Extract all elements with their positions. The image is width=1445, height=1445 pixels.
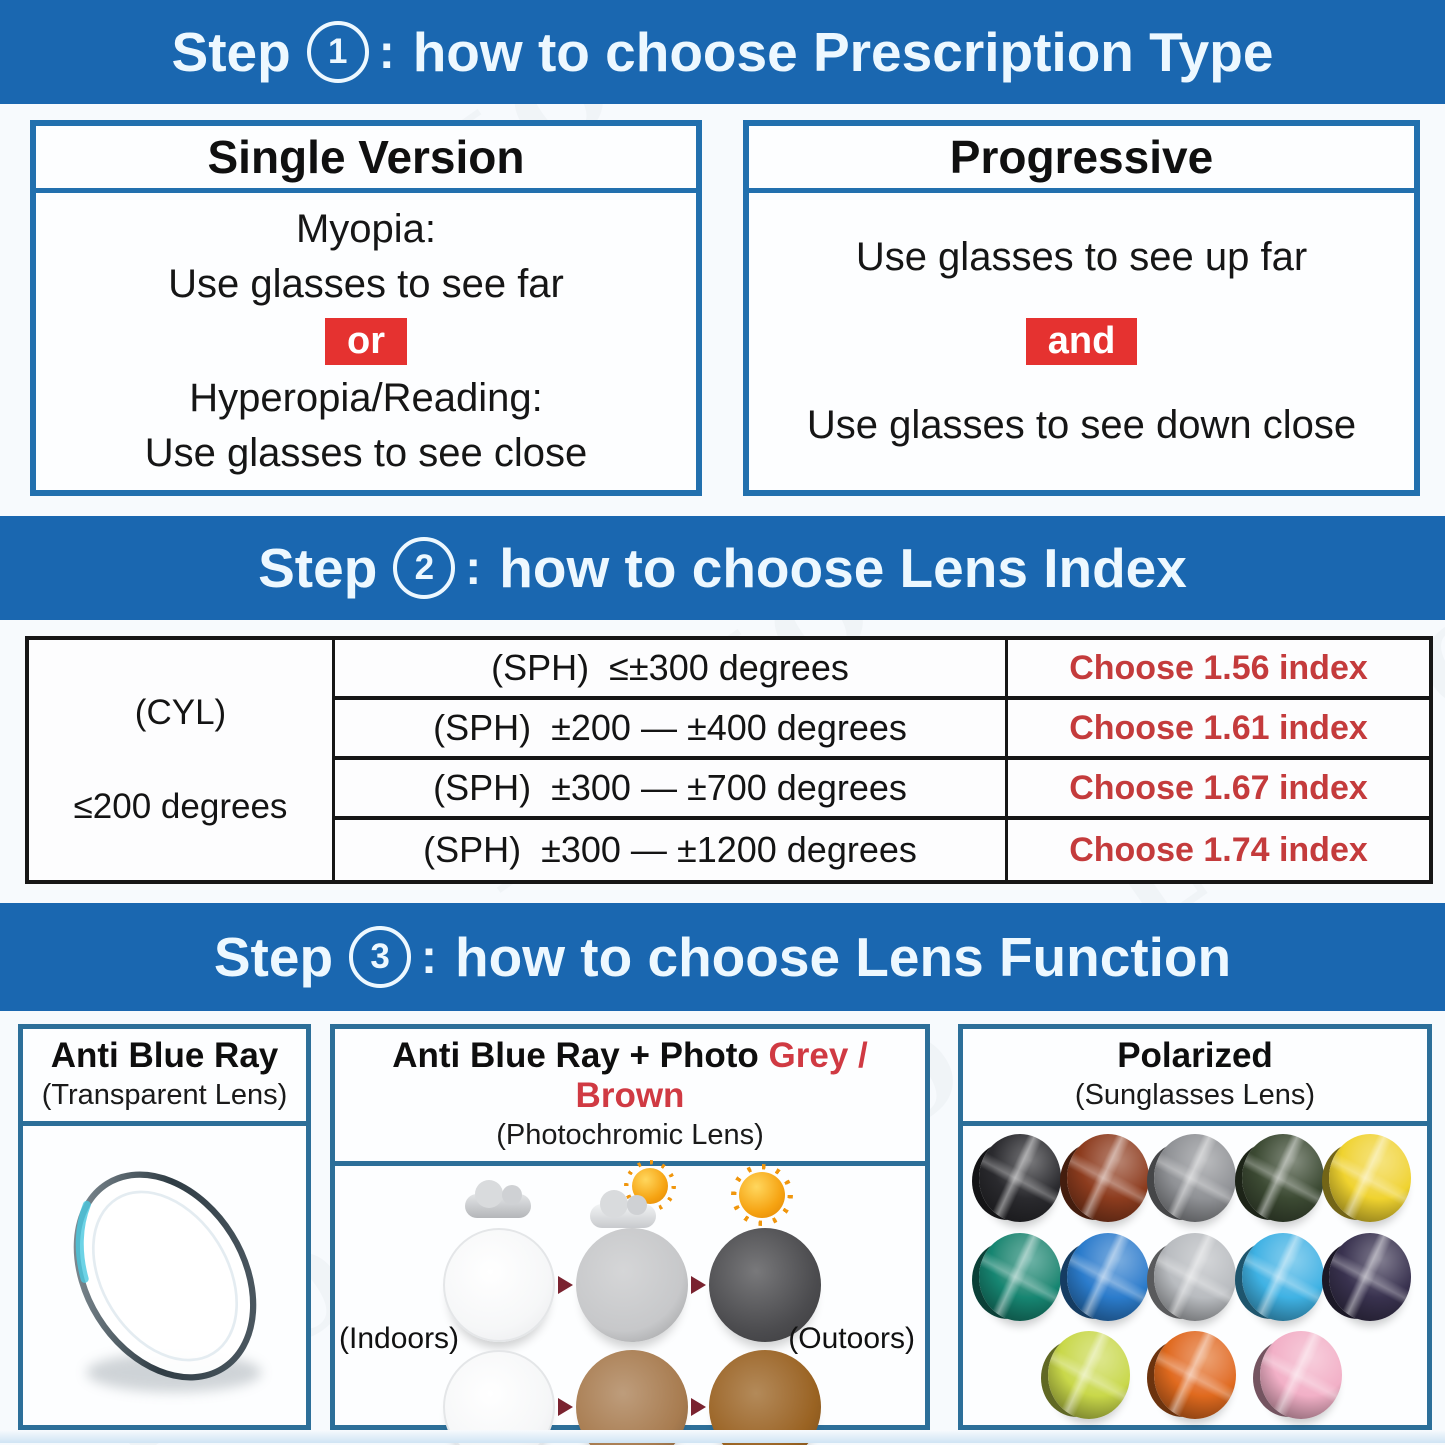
polarized-swatch-yellow-green <box>1048 1331 1130 1419</box>
polarized-swatch-blue <box>1066 1232 1149 1321</box>
circled-3-icon: 3 <box>349 926 412 988</box>
transition-arrow-icon <box>691 1398 706 1416</box>
polarized-swatch-black <box>979 1134 1061 1222</box>
step1-banner: Step 1 : how to choose Prescription Type <box>0 0 1445 104</box>
transparent-lens-image <box>23 1126 306 1425</box>
polarized-swatch-teal <box>979 1232 1061 1321</box>
photochromic-grey-row <box>443 1228 821 1342</box>
choose-index-cell: Choose 1.56 index <box>1005 640 1429 700</box>
photochromic-lens <box>576 1228 688 1342</box>
lens-function-row: Anti Blue Ray (Transparent Lens) <box>0 1024 1445 1445</box>
photochromic-subtitle: (Photochromic Lens) <box>496 1119 764 1151</box>
polarized-panel: Polarized (Sunglasses Lens) <box>958 1024 1432 1430</box>
polarized-body <box>963 1126 1427 1425</box>
progressive-line: Use glasses to see down close <box>806 403 1357 448</box>
step2-banner-title: how to choose Lens Index <box>499 537 1187 599</box>
bottom-strip <box>0 1430 1445 1443</box>
step2-banner-colon: : <box>465 541 482 595</box>
anti-blue-ray-subtitle: (Transparent Lens) <box>41 1079 288 1111</box>
step3-banner-prefix: Step <box>213 926 334 988</box>
sun-behind-cloud-icon <box>590 1168 676 1230</box>
step3-banner-colon: : <box>421 930 438 984</box>
single-vision-body: Myopia: Use glasses to see far or Hypero… <box>36 193 696 490</box>
swatch-row <box>979 1232 1411 1321</box>
step1-banner-colon: : <box>378 25 395 79</box>
transition-arrow-icon <box>691 1276 706 1294</box>
polarized-swatch-pink <box>1260 1331 1342 1419</box>
photochromic-title: Anti Blue Ray + Photo Grey / Brown <box>335 1036 925 1116</box>
anti-blue-ray-header: Anti Blue Ray (Transparent Lens) <box>23 1029 306 1126</box>
swatch-row <box>979 1331 1411 1419</box>
circled-1-icon: 1 <box>306 21 369 83</box>
indoors-label: (Indoors) <box>339 1322 460 1355</box>
or-badge: or <box>325 317 407 366</box>
photochromic-title-black: Anti Blue Ray + Photo <box>392 1036 769 1075</box>
polarized-subtitle: (Sunglasses Lens) <box>1074 1079 1316 1111</box>
progressive-body: Use glasses to see up far and Use glasse… <box>749 193 1414 490</box>
progressive-header: Progressive <box>749 126 1414 193</box>
step1-banner-title: how to choose Prescription Type <box>412 21 1274 83</box>
single-vision-box: Single Version Myopia: Use glasses to se… <box>30 120 702 496</box>
photochromic-lens-clear <box>443 1350 555 1445</box>
transition-arrow-icon <box>558 1276 573 1294</box>
photochromic-title-red: Grey / Brown <box>575 1036 868 1115</box>
step1-banner-prefix: Step <box>171 21 291 83</box>
cyl-cell: (CYL) ≤200 degrees <box>29 640 335 880</box>
polarized-swatch-grey <box>1154 1134 1236 1222</box>
polarized-swatch-sky-blue <box>1241 1232 1324 1321</box>
polarized-swatch-yellow <box>1329 1134 1411 1222</box>
photochromic-header: Anti Blue Ray + Photo Grey / Brown (Phot… <box>335 1029 925 1166</box>
sun-icon <box>739 1172 785 1218</box>
choose-index-cell: Choose 1.74 index <box>1005 820 1429 880</box>
sph-range-cell: (SPH) ±200 — ±400 degrees <box>335 700 1005 760</box>
circled-2-icon: 2 <box>393 537 456 599</box>
single-vision-line: Use glasses to see close <box>144 430 588 475</box>
prescription-type-row: Single Version Myopia: Use glasses to se… <box>0 120 1445 496</box>
polarized-swatch-silver <box>1154 1232 1236 1321</box>
photochromic-lens <box>709 1228 821 1342</box>
transparent-lens-icon <box>73 1171 261 1392</box>
and-badge: and <box>1025 317 1138 366</box>
single-vision-line: Myopia: <box>295 207 437 252</box>
polarized-title: Polarized <box>1117 1036 1273 1075</box>
sph-range-cell: (SPH) ≤±300 degrees <box>335 640 1005 700</box>
choose-index-cell: Choose 1.61 index <box>1005 700 1429 760</box>
polarized-swatch-brown <box>1066 1134 1149 1222</box>
outdoors-label: (Outoors) <box>788 1322 915 1355</box>
photochromic-panel: Anti Blue Ray + Photo Grey / Brown (Phot… <box>330 1024 930 1445</box>
progressive-line: Use glasses to see up far <box>855 234 1308 279</box>
polarized-grid <box>979 1134 1411 1419</box>
photochromic-brown-row <box>443 1350 821 1445</box>
swatch-row <box>979 1134 1411 1222</box>
photochromic-lens-clear <box>443 1228 555 1342</box>
anti-blue-ray-panel: Anti Blue Ray (Transparent Lens) <box>18 1024 311 1430</box>
step3-banner-title: how to choose Lens Function <box>455 926 1232 988</box>
polarized-header: Polarized (Sunglasses Lens) <box>963 1029 1427 1126</box>
cyl-label: (CYL) <box>134 693 227 732</box>
photochromic-lens <box>576 1350 688 1445</box>
step3-banner: Step 3 : how to choose Lens Function <box>0 903 1445 1011</box>
choose-index-cell: Choose 1.67 index <box>1005 760 1429 820</box>
transition-arrow-icon <box>558 1398 573 1416</box>
polarized-swatch-dark-purple <box>1329 1232 1411 1321</box>
sph-range-cell: (SPH) ±300 — ±700 degrees <box>335 760 1005 820</box>
step2-banner: Step 2 : how to choose Lens Index <box>0 516 1445 620</box>
photochromic-body: (Indoors) (Outoors) <box>335 1166 925 1445</box>
anti-blue-ray-title: Anti Blue Ray <box>50 1036 279 1075</box>
lens-index-table: (CYL) ≤200 degrees (SPH) ≤±300 degrees C… <box>25 636 1433 884</box>
step2-banner-prefix: Step <box>258 537 378 599</box>
single-vision-header: Single Version <box>36 126 696 193</box>
progressive-box: Progressive Use glasses to see up far an… <box>743 120 1420 496</box>
photochromic-lens <box>709 1350 821 1445</box>
polarized-swatch-dark-green <box>1241 1134 1324 1222</box>
sph-range-cell: (SPH) ±300 — ±1200 degrees <box>423 829 917 870</box>
single-vision-line: Hyperopia/Reading: <box>189 375 543 420</box>
polarized-swatch-orange-red <box>1154 1331 1236 1419</box>
cloud-icon <box>465 1180 531 1218</box>
single-vision-line: Use glasses to see far <box>168 262 564 307</box>
cyl-range: ≤200 degrees <box>73 787 288 826</box>
